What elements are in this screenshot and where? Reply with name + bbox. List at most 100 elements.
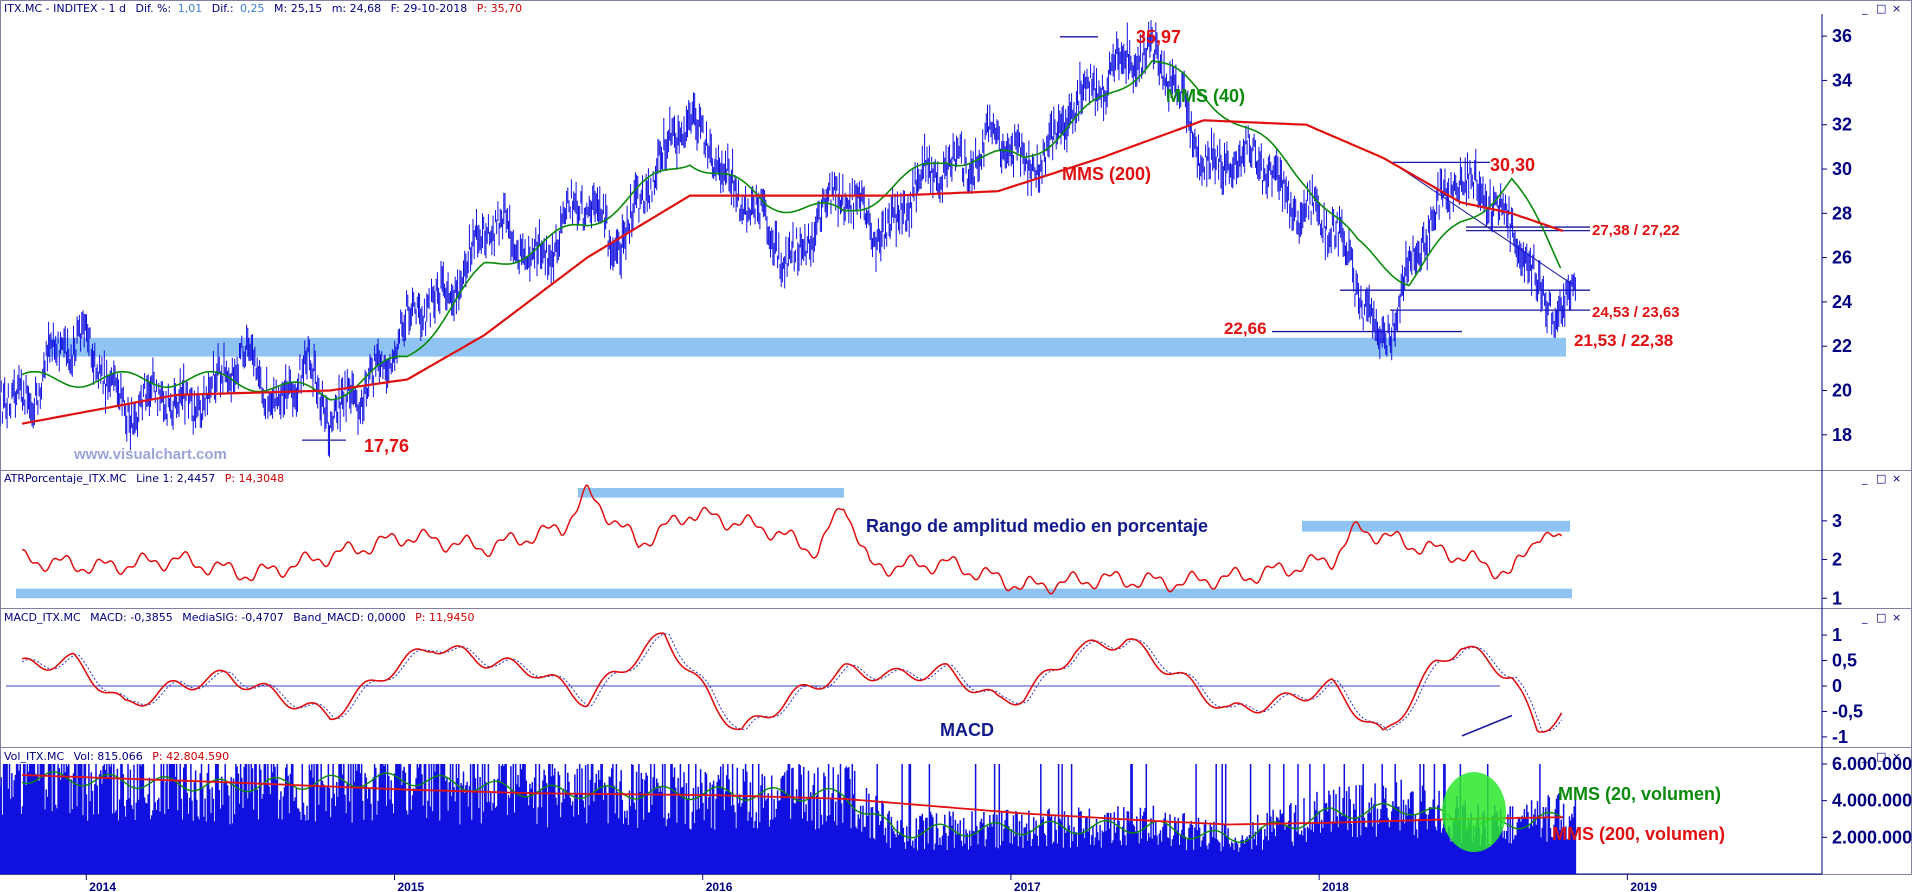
macd-header-name: MACD_ITX.MC — [4, 611, 81, 624]
xtick-2017: 2017 — [1014, 880, 1041, 892]
price-ytick-36: 36 — [1832, 26, 1852, 46]
xtick-2016: 2016 — [706, 880, 733, 892]
volume-ytick-2: 2.000.000 — [1832, 827, 1912, 847]
price-ytick-30: 30 — [1832, 159, 1852, 179]
price-header-max: M: 25,15 — [274, 2, 322, 15]
macd-ytick-4: -1 — [1832, 727, 1848, 747]
label-mms40: MMS (40) — [1166, 86, 1245, 106]
volume-label-mm200: MMS (200, volumen) — [1552, 824, 1725, 844]
price-header-difpct: 1,01 — [178, 2, 203, 15]
maximize-button[interactable]: □ — [1876, 2, 1886, 15]
macd-header: MACD_ITX.MC MACD: -0,3855 MediaSIG: -0,4… — [4, 611, 474, 624]
macd-divergence-line — [1461, 714, 1513, 737]
minimize-button[interactable]: _ — [1861, 2, 1868, 15]
price-ytick-22: 22 — [1832, 336, 1852, 356]
price-header-dif-label: Dif.: — [212, 2, 234, 15]
window-buttons-volume: _ □ × — [1861, 750, 1901, 763]
atr-header-line: Line 1: 2,4457 — [136, 472, 215, 485]
xtick-2014: 2014 — [89, 880, 116, 892]
macd-plot — [6, 632, 1563, 737]
atr-header-name: ATRPorcentaje_ITX.MC — [4, 472, 127, 485]
macd-line — [21, 632, 1563, 733]
label-2153: 21,53 / 22,38 — [1574, 331, 1673, 350]
label-2453: 24,53 / 23,63 — [1592, 304, 1680, 321]
label-2738: 27,38 / 27,22 — [1592, 222, 1680, 239]
label-low: 17,76 — [364, 436, 409, 456]
macd-ytick-3: -0,5 — [1832, 701, 1863, 721]
atr-high-band-2 — [1302, 520, 1570, 532]
label-2266: 22,66 — [1224, 319, 1267, 338]
volume-bars — [0, 764, 1577, 874]
price-header-symbol: ITX.MC - INDITEX - 1 d — [4, 2, 126, 15]
downtrend-line — [1391, 161, 1573, 285]
volume-header: Vol_ITX.MC Vol: 815.066 P: 42.804.590 — [4, 750, 229, 763]
xtick-2019: 2019 — [1630, 880, 1657, 892]
price-header-difpct-label: Dif. %: — [135, 2, 171, 15]
atr-close-button[interactable]: × — [1892, 472, 1901, 485]
price-plot — [0, 20, 1576, 458]
atr-minimize-button[interactable]: _ — [1861, 472, 1868, 485]
mms40-line — [21, 60, 1562, 401]
close-button[interactable]: × — [1892, 2, 1901, 15]
label-high: 35,97 — [1136, 27, 1181, 47]
macd-header-band: Band_MACD: 0,0000 — [293, 611, 405, 624]
label-3030: 30,30 — [1490, 155, 1535, 175]
price-bars — [0, 20, 1576, 458]
atr-low-band — [16, 588, 1572, 599]
watermark: www.visualchart.com — [73, 446, 227, 463]
volume-mm200-line — [22, 774, 1564, 826]
window-buttons-price: _ □ × — [1861, 2, 1901, 15]
volume-minimize-button[interactable]: _ — [1861, 750, 1868, 763]
volume-close-button[interactable]: × — [1892, 750, 1901, 763]
price-header: ITX.MC - INDITEX - 1 d Dif. %: 1,01 Dif.… — [4, 2, 522, 15]
xtick-2018: 2018 — [1322, 880, 1349, 892]
volume-label-mm20: MMS (20, volumen) — [1558, 784, 1721, 804]
macd-caption: MACD — [940, 720, 994, 740]
atr-maximize-button[interactable]: □ — [1876, 472, 1886, 485]
price-ytick-34: 34 — [1832, 70, 1852, 90]
price-header-dif: 0,25 — [240, 2, 265, 15]
volume-plot — [0, 764, 1577, 874]
price-header-last: P: 35,70 — [477, 2, 522, 15]
price-annotations — [48, 36, 1590, 441]
price-ytick-24: 24 — [1832, 292, 1852, 312]
macd-ytick-0: 1 — [1832, 625, 1842, 645]
price-ytick-20: 20 — [1832, 380, 1852, 400]
atr-caption: Rango de amplitud medio en porcentaje — [866, 516, 1208, 536]
atr-ytick-2: 2 — [1832, 550, 1842, 570]
atr-header-last: P: 14,3048 — [225, 472, 284, 485]
xtick-2015: 2015 — [398, 880, 425, 892]
macd-signal-line — [21, 633, 1563, 733]
macd-minimize-button[interactable]: _ — [1861, 611, 1868, 624]
price-header-date: F: 29-10-2018 — [391, 2, 468, 15]
macd-header-signal: MediaSIG: -0,4707 — [182, 611, 283, 624]
axes: 18 20 22 24 26 28 30 32 34 36 1 2 3 1 0,5 0 -0,5 -1 6.000.… — [85, 26, 1912, 892]
atr-header: ATRPorcentaje_ITX.MC Line 1: 2,4457 P: 1… — [4, 472, 284, 485]
macd-ytick-1: 0,5 — [1832, 651, 1857, 671]
price-ytick-28: 28 — [1832, 203, 1852, 223]
volume-header-vol: Vol: 815.066 — [74, 750, 143, 763]
atr-ytick-1: 1 — [1832, 588, 1842, 608]
window-buttons-atr: _ □ × — [1861, 472, 1901, 485]
macd-ytick-2: 0 — [1832, 676, 1842, 696]
price-ytick-26: 26 — [1832, 248, 1852, 268]
price-ytick-18: 18 — [1832, 425, 1852, 445]
price-header-min: m: 24,68 — [332, 2, 381, 15]
macd-header-last: P: 11,9450 — [415, 611, 474, 624]
support-band — [48, 337, 1566, 357]
atr-panel-frame — [0, 470, 1912, 609]
atr-high-band-1 — [578, 487, 844, 498]
atr-line — [21, 484, 1563, 595]
macd-close-button[interactable]: × — [1892, 611, 1901, 624]
volume-ytick-1: 4.000.000 — [1832, 791, 1912, 811]
macd-maximize-button[interactable]: □ — [1876, 611, 1886, 624]
volume-highlight — [1442, 772, 1506, 852]
atr-plot — [16, 484, 1572, 599]
volume-header-name: Vol_ITX.MC — [4, 750, 64, 763]
volume-ytick-0: 6.000.000 — [1832, 754, 1912, 774]
atr-ytick-3: 3 — [1832, 511, 1842, 531]
window-buttons-macd: _ □ × — [1861, 611, 1901, 624]
volume-maximize-button[interactable]: □ — [1876, 750, 1886, 763]
